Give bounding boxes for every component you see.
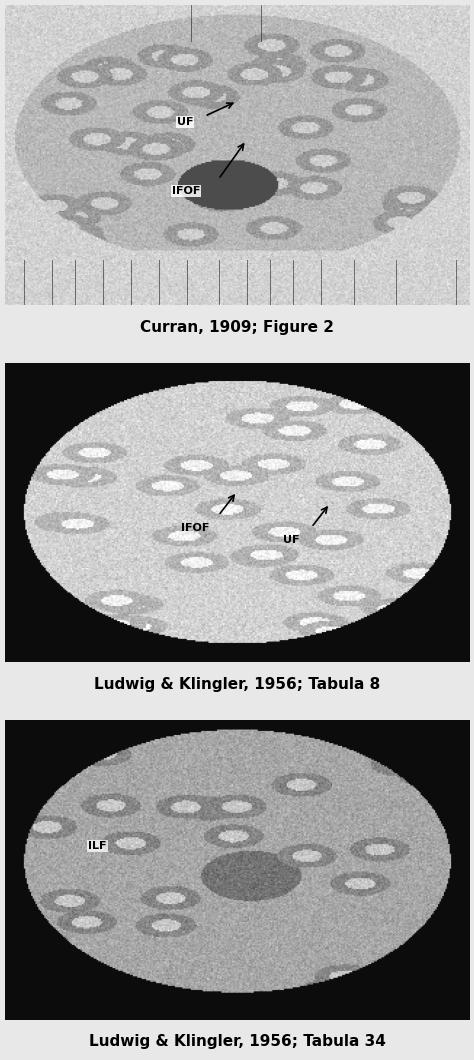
Text: ILF: ILF [88,841,107,851]
Text: IFOF: IFOF [181,523,210,532]
Text: UF: UF [283,534,300,545]
Text: IFOF: IFOF [172,187,201,196]
Text: Curran, 1909; Figure 2: Curran, 1909; Figure 2 [140,320,334,335]
Text: Ludwig & Klingler, 1956; Tabula 34: Ludwig & Klingler, 1956; Tabula 34 [89,1035,385,1049]
Text: UF: UF [177,118,193,127]
Text: Ludwig & Klingler, 1956; Tabula 8: Ludwig & Klingler, 1956; Tabula 8 [94,677,380,692]
